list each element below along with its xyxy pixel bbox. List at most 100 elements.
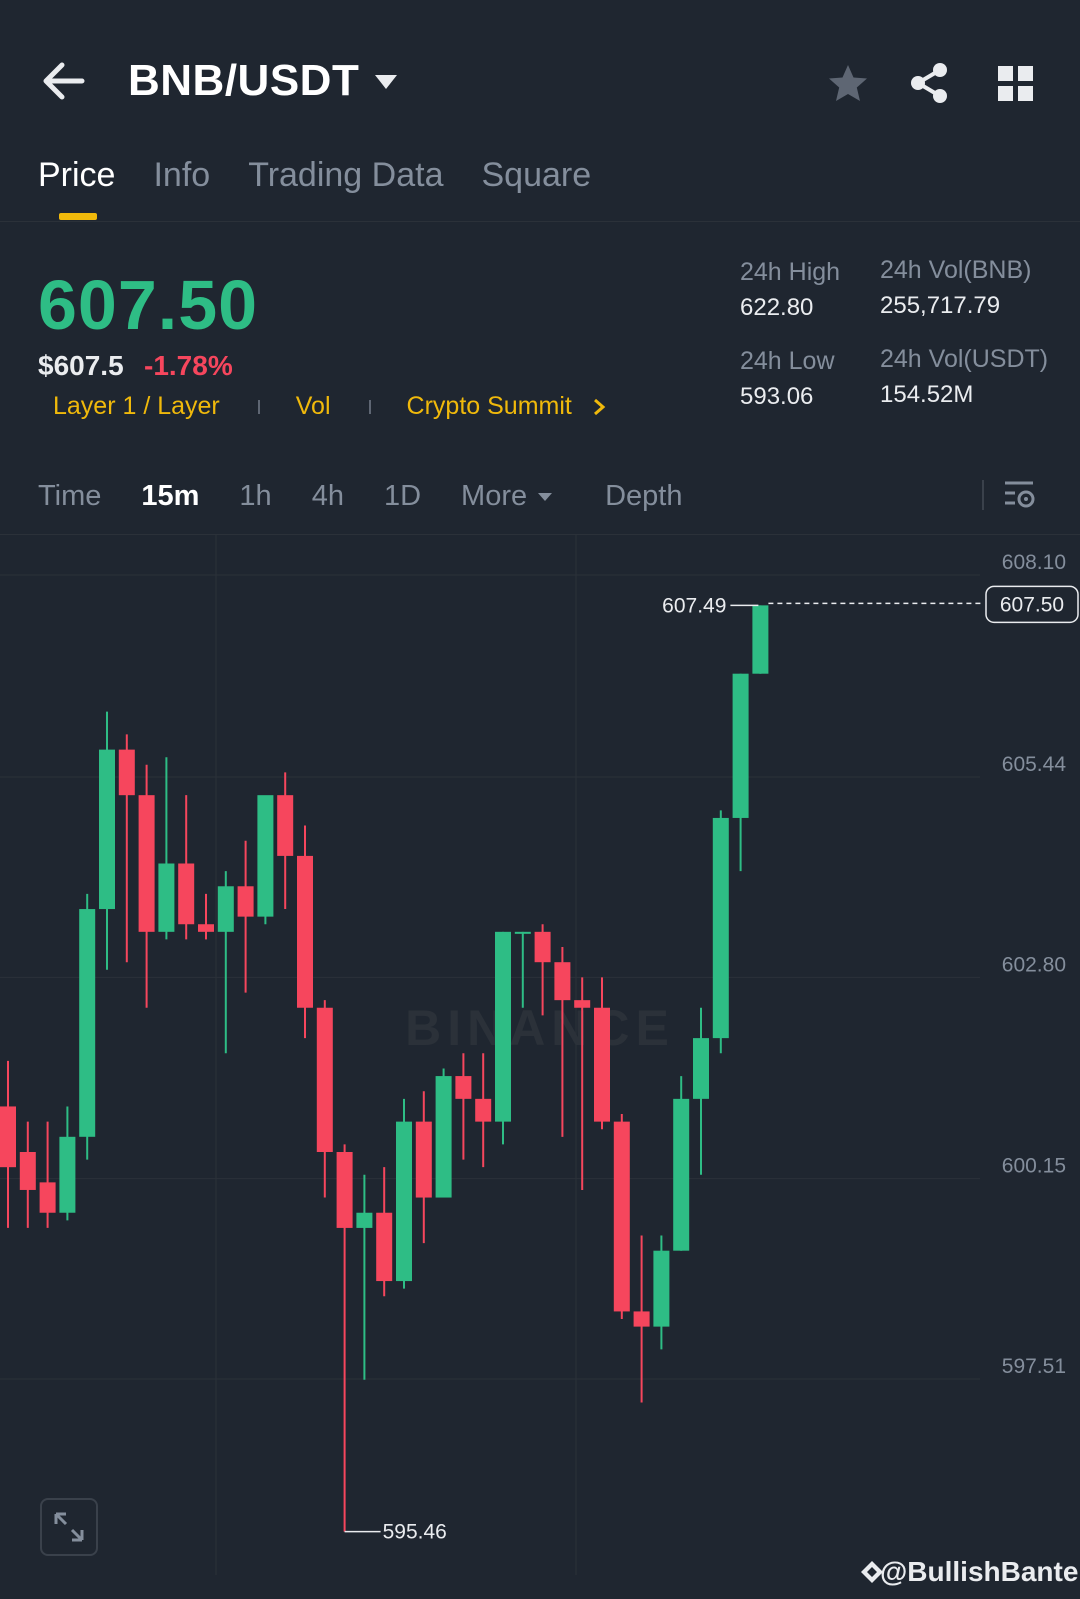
candle bbox=[39, 1121, 56, 1228]
tag-row: Layer 1 / Layer Vol Crypto Summit bbox=[53, 392, 606, 421]
candle bbox=[455, 1053, 472, 1160]
candle-body bbox=[594, 1007, 610, 1122]
tag-layer1[interactable]: Layer 1 / Layer bbox=[53, 392, 220, 420]
candle-body bbox=[712, 817, 729, 1039]
tag-crypto-summit[interactable]: Crypto Summit bbox=[406, 392, 572, 420]
candle-body bbox=[99, 749, 115, 910]
candle bbox=[336, 1144, 353, 1532]
candle bbox=[594, 977, 610, 1130]
candle bbox=[158, 757, 175, 940]
tf-4h[interactable]: 4h bbox=[311, 480, 344, 512]
candle bbox=[356, 1174, 373, 1380]
candle-body bbox=[79, 909, 96, 1137]
fullscreen-button[interactable] bbox=[40, 1498, 98, 1556]
candle-body bbox=[534, 931, 551, 963]
candle bbox=[653, 1235, 670, 1350]
candle bbox=[79, 893, 96, 1160]
active-tab-indicator bbox=[59, 213, 97, 220]
chart-settings-icon[interactable] bbox=[1003, 478, 1037, 512]
tf-time[interactable]: Time bbox=[38, 480, 102, 512]
candlestick-chart[interactable]: BINANCE 608.10 605.44 602.80 600.15 597.51 6… bbox=[0, 535, 1080, 1599]
candle-body bbox=[118, 749, 135, 796]
candle bbox=[633, 1235, 650, 1403]
tag-separator bbox=[257, 399, 260, 414]
caret-down-icon[interactable] bbox=[373, 72, 399, 92]
candle bbox=[257, 795, 274, 925]
toolbar-divider bbox=[982, 480, 984, 510]
tab-square[interactable]: Square bbox=[481, 156, 592, 194]
tab-info[interactable]: Info bbox=[153, 156, 211, 194]
candle bbox=[712, 810, 729, 1054]
share-icon[interactable] bbox=[906, 60, 952, 106]
grid-icon[interactable] bbox=[996, 64, 1036, 104]
candle-body bbox=[0, 1106, 16, 1168]
candle-body bbox=[633, 1311, 650, 1327]
candle bbox=[415, 1091, 432, 1244]
candle bbox=[316, 1000, 333, 1198]
candle-body bbox=[39, 1182, 56, 1213]
chart-grid bbox=[0, 535, 980, 1575]
y-tick-label: 600.15 bbox=[1002, 1155, 1066, 1178]
last-price: 607.50 bbox=[38, 266, 259, 344]
candle bbox=[574, 977, 591, 1190]
price-markers: 607.49 595.46 607.50 bbox=[344, 585, 1079, 1544]
min-price-marker: 595.46 bbox=[383, 1521, 447, 1544]
tf-more-label: More bbox=[461, 480, 528, 512]
candle-body bbox=[297, 855, 313, 1008]
candle-body bbox=[495, 931, 511, 1122]
candle-body bbox=[178, 863, 195, 925]
candle-body bbox=[613, 1121, 630, 1312]
tf-15m[interactable]: 15m bbox=[141, 480, 200, 512]
candle bbox=[19, 1121, 36, 1228]
y-tick-label: 597.51 bbox=[1002, 1355, 1066, 1378]
tf-1h[interactable]: 1h bbox=[239, 480, 272, 512]
candle-body bbox=[396, 1121, 412, 1282]
stat-vol-usdt-label: 24h Vol(USDT) bbox=[880, 345, 1049, 373]
y-axis-labels: 608.10 605.44 602.80 600.15 597.51 bbox=[1002, 551, 1067, 1378]
candle bbox=[475, 1053, 492, 1168]
stat-low-value: 593.06 bbox=[740, 383, 814, 410]
candle-body bbox=[752, 605, 769, 674]
usd-price: $607.5 bbox=[38, 350, 124, 381]
candle bbox=[534, 924, 551, 1016]
tab-price[interactable]: Price bbox=[38, 156, 116, 194]
candle bbox=[435, 1068, 452, 1198]
candle-body bbox=[198, 924, 214, 932]
candle bbox=[178, 795, 195, 940]
candle-body bbox=[693, 1038, 709, 1099]
tf-1d[interactable]: 1D bbox=[383, 480, 422, 512]
chart-watermark: BINANCE bbox=[405, 1000, 675, 1056]
y-tick-label: 605.44 bbox=[1002, 753, 1067, 776]
star-icon[interactable] bbox=[826, 62, 870, 106]
chevron-right-icon[interactable] bbox=[592, 397, 606, 417]
y-tick-label: 608.10 bbox=[1002, 551, 1066, 574]
candle-body bbox=[455, 1076, 472, 1099]
candle-body bbox=[514, 931, 531, 934]
candle-body bbox=[376, 1212, 393, 1282]
candle-body bbox=[19, 1151, 36, 1190]
expand-icon bbox=[54, 1512, 84, 1542]
candle bbox=[396, 1098, 412, 1289]
pair-title[interactable]: BNB/USDT bbox=[128, 56, 360, 105]
creator-watermark: @BullishBanter bbox=[880, 1556, 1080, 1587]
tab-trading-data[interactable]: Trading Data bbox=[248, 156, 444, 194]
candle-body bbox=[554, 962, 571, 1001]
candle-body bbox=[217, 886, 234, 932]
candle-body bbox=[435, 1076, 452, 1198]
back-arrow-icon[interactable] bbox=[40, 60, 86, 102]
stat-vol-bnb-value: 255,717.79 bbox=[880, 292, 1001, 319]
stat-vol-bnb-label: 24h Vol(BNB) bbox=[880, 256, 1032, 284]
candle bbox=[613, 1114, 630, 1320]
candle-body bbox=[257, 795, 274, 917]
tf-more[interactable]: More bbox=[461, 480, 553, 513]
tab-bar: Price Info Trading Data Square bbox=[38, 156, 629, 195]
timeframe-bar: Time 15m 1h 4h 1D More Depth bbox=[38, 480, 723, 513]
tag-vol[interactable]: Vol bbox=[295, 392, 331, 420]
candle-body bbox=[415, 1121, 432, 1198]
stat-high-label: 24h High bbox=[740, 258, 841, 286]
candle bbox=[297, 825, 313, 1039]
tf-depth[interactable]: Depth bbox=[605, 480, 683, 512]
stat-low-label: 24h Low bbox=[740, 347, 835, 375]
candle-body bbox=[158, 863, 175, 932]
candle-body bbox=[574, 1000, 591, 1008]
